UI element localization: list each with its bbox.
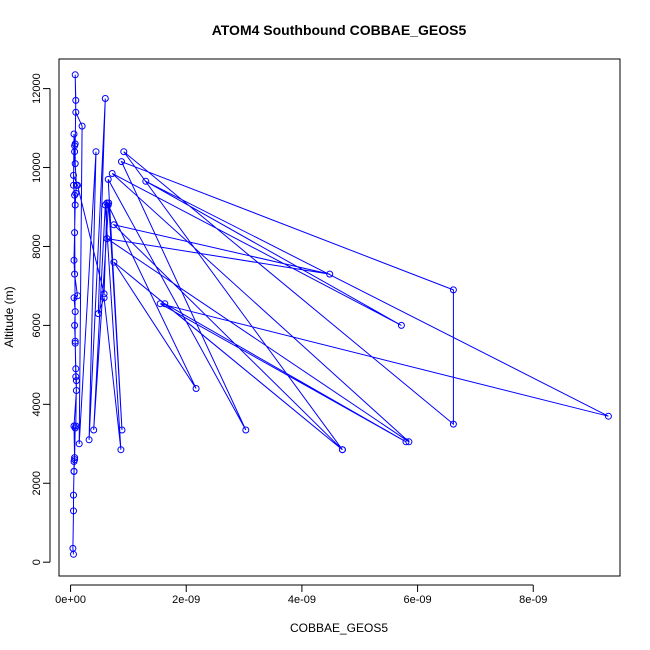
x-tick-label: 0e+00 (55, 594, 86, 606)
data-point (92, 148, 100, 156)
data-point (101, 95, 109, 102)
data-point (604, 412, 612, 420)
data-point (72, 365, 80, 373)
data-point (242, 426, 250, 434)
x-axis: 0e+00 2e-09 4e-09 6e-09 8e-09 (55, 584, 547, 606)
data-point (71, 191, 79, 199)
data-point (397, 321, 405, 329)
data-point (338, 446, 346, 454)
x-tick-label: 6e-09 (404, 594, 432, 606)
data-point (118, 158, 125, 166)
y-axis: 0 2000 4000 6000 8000 10000 12000 (31, 73, 51, 565)
data-point (70, 171, 77, 179)
data-point (71, 142, 79, 150)
data-point (70, 491, 77, 499)
data-point (70, 294, 78, 302)
y-tick-label: 2000 (31, 471, 43, 495)
data-point (72, 377, 80, 385)
series-group (69, 71, 612, 558)
data-point (71, 308, 79, 316)
data-point (70, 467, 78, 475)
data-point (104, 175, 112, 183)
data-point (405, 438, 413, 446)
data-point (72, 373, 80, 381)
data-point (85, 436, 93, 444)
x-tick-label: 8e-09 (519, 594, 547, 606)
data-point (71, 337, 79, 345)
data-point (142, 177, 150, 185)
data-point (100, 294, 108, 302)
data-point (75, 440, 83, 448)
y-tick-label: 6000 (31, 313, 43, 337)
data-point (71, 71, 79, 79)
data-point (71, 339, 79, 347)
data-point (70, 422, 78, 430)
data-point (74, 292, 81, 300)
data-point (70, 256, 78, 264)
data-point (72, 108, 80, 116)
data-point (70, 130, 78, 138)
data-point (94, 310, 102, 318)
data-point (161, 300, 169, 308)
data-point (192, 385, 200, 392)
x-tick-label: 2e-09 (172, 594, 200, 606)
data-point (326, 270, 334, 278)
data-point (118, 426, 126, 434)
y-tick-label: 12000 (31, 73, 43, 104)
data-point (402, 438, 410, 446)
data-point (71, 321, 79, 329)
data-point (71, 454, 79, 462)
chart-title: ATOM4 Southbound COBBAE_GEOS5 (212, 22, 467, 38)
data-point (100, 290, 108, 298)
plot-frame (58, 58, 621, 577)
data-point (70, 507, 77, 515)
y-tick-label: 0 (31, 559, 43, 565)
data-point (71, 160, 79, 168)
data-point (72, 96, 80, 104)
data-point (449, 286, 457, 294)
data-point (156, 300, 164, 308)
data-point (71, 456, 79, 464)
x-tick-label: 4e-09 (288, 594, 316, 606)
y-tick-label: 10000 (31, 152, 43, 183)
series-line (72, 74, 609, 555)
x-axis-label: COBBAE_GEOS5 (290, 621, 388, 635)
y-tick-label: 8000 (31, 234, 43, 258)
y-axis-label: Altitude (m) (2, 286, 16, 347)
data-point (110, 221, 118, 229)
data-point (103, 235, 111, 243)
data-point (120, 148, 128, 156)
data-point (71, 270, 79, 278)
data-point (71, 201, 79, 209)
data-point (90, 426, 98, 434)
data-point (103, 199, 111, 207)
y-tick-label: 4000 (31, 392, 43, 416)
data-point (72, 387, 80, 394)
data-point (101, 201, 109, 209)
data-point (71, 229, 79, 237)
data-point (70, 181, 77, 189)
data-point (449, 420, 457, 428)
data-point (78, 122, 86, 130)
data-point (74, 181, 81, 189)
data-point (69, 544, 77, 552)
data-point (108, 170, 116, 177)
data-point (110, 258, 118, 266)
data-point (117, 446, 125, 454)
